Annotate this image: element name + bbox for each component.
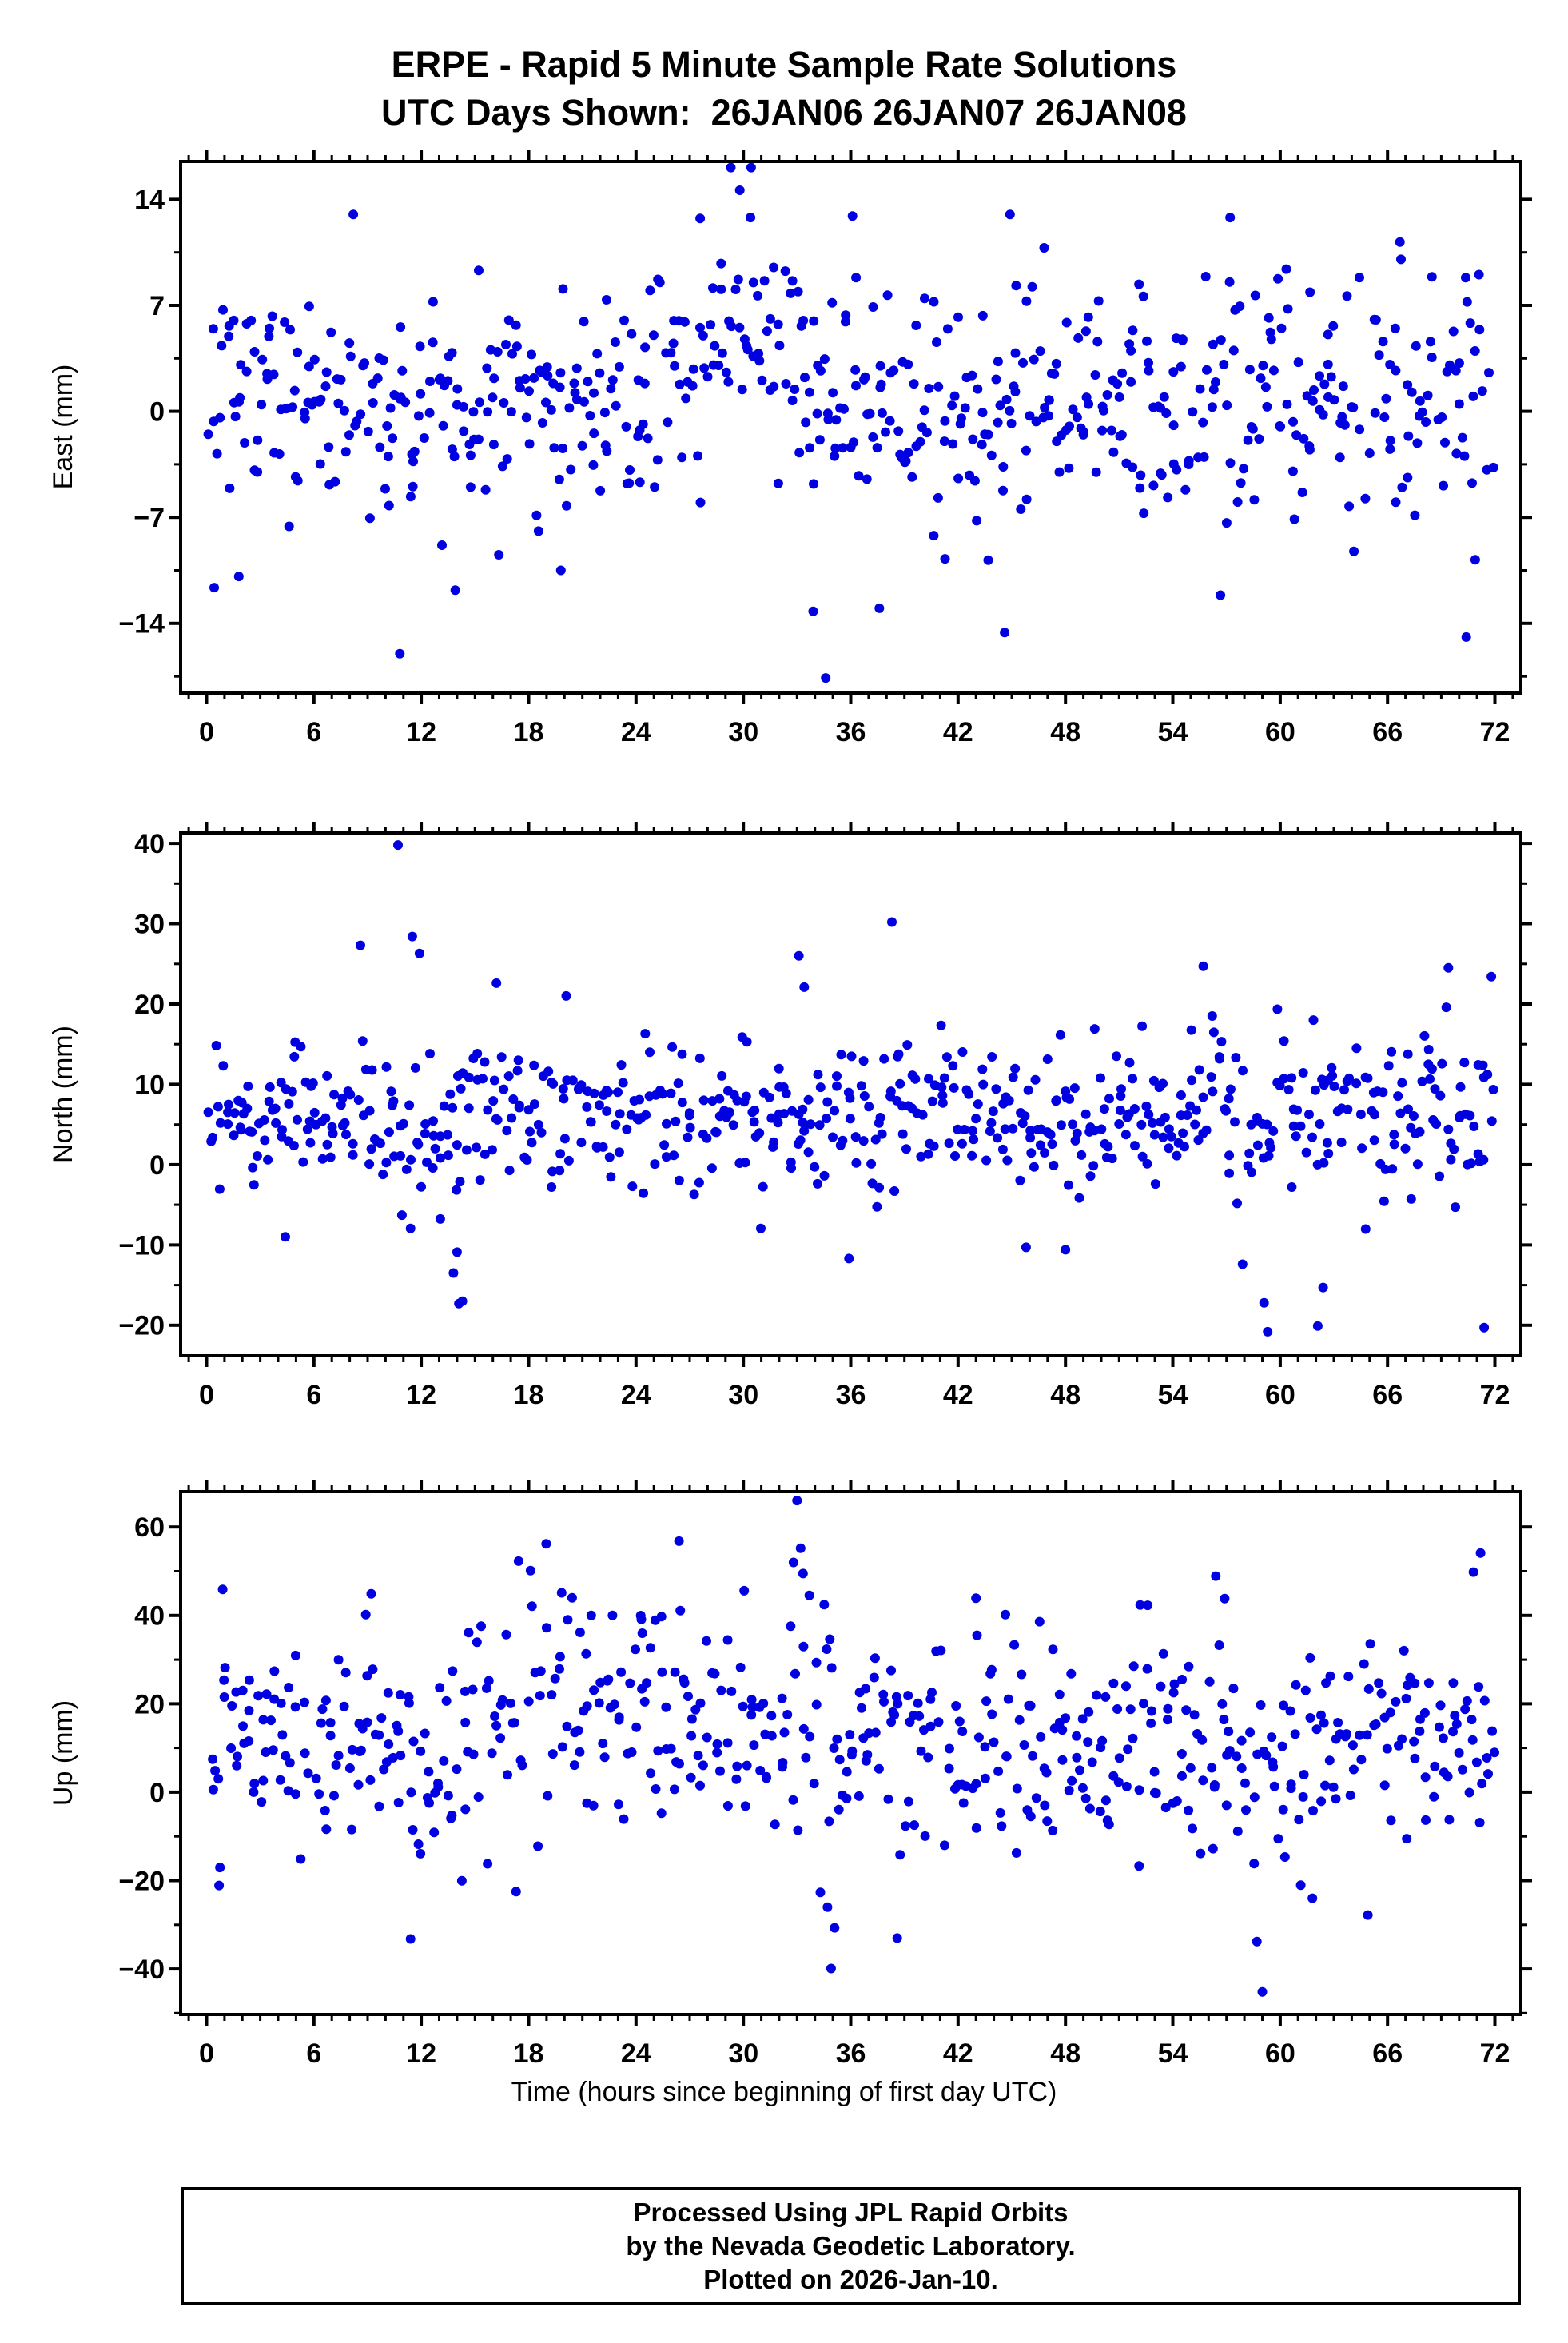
title-line-1: ERPE - Rapid 5 Minute Sample Rate Soluti… <box>391 44 1177 85</box>
x-tick-label: 18 <box>514 1380 544 1410</box>
x-tick-label: 36 <box>836 1380 866 1410</box>
scatter-points <box>203 840 1498 1337</box>
y-tick-labels: −40 −20 0 20 40 60 <box>118 1512 165 1985</box>
footer-line-1: Processed Using JPL Rapid Orbits <box>633 2198 1069 2227</box>
x-tick-label: 48 <box>1050 2038 1080 2069</box>
x-tick-label: 66 <box>1372 717 1403 747</box>
x-tick-label: 66 <box>1372 2038 1403 2069</box>
x-tick-label: 54 <box>1158 1380 1188 1410</box>
scatter-points <box>208 1496 1499 1997</box>
y-tick-label: 60 <box>134 1512 165 1543</box>
x-tick-label: 24 <box>621 1380 651 1410</box>
x-tick-label: 72 <box>1480 717 1510 747</box>
y-tick-label: 20 <box>134 1689 165 1719</box>
x-tick-label: 30 <box>728 717 758 747</box>
scatter-points <box>203 162 1498 683</box>
y-tick-label: 0 <box>149 1150 165 1181</box>
x-tick-label: 72 <box>1480 1380 1510 1410</box>
axis-ticks <box>169 822 1532 1367</box>
footer-line-2: by the Nevada Geodetic Laboratory. <box>626 2231 1076 2261</box>
axis-ticks <box>169 1480 1532 2026</box>
x-tick-label: 6 <box>306 717 321 747</box>
y-tick-label: 0 <box>149 397 165 428</box>
plot-frame <box>179 160 1522 695</box>
axis-ticks <box>169 150 1532 704</box>
y-tick-label: 0 <box>149 1778 165 1808</box>
x-tick-labels: 0 6 12 18 24 30 36 42 48 54 60 66 72 <box>199 1380 1510 1410</box>
y-tick-labels: −20 −10 0 10 20 30 40 <box>118 829 165 1341</box>
x-tick-label: 6 <box>306 1380 321 1410</box>
x-tick-label: 6 <box>306 2038 321 2069</box>
y-tick-label: −10 <box>118 1230 165 1261</box>
x-tick-label: 0 <box>199 717 214 747</box>
title-line-2: UTC Days Shown: 26JAN06 26JAN07 26JAN08 <box>381 92 1187 133</box>
x-tick-labels: 0 6 12 18 24 30 36 42 48 54 60 66 72 <box>199 717 1510 747</box>
x-tick-label: 24 <box>621 717 651 747</box>
x-tick-label: 60 <box>1265 1380 1295 1410</box>
x-tick-label: 60 <box>1265 2038 1295 2069</box>
y-tick-label: −14 <box>118 609 165 640</box>
x-tick-label: 42 <box>943 1380 973 1410</box>
x-tick-label: 12 <box>406 1380 436 1410</box>
y-tick-label: 40 <box>134 1601 165 1632</box>
y-tick-label: −40 <box>118 1954 165 1985</box>
x-tick-label: 66 <box>1372 1380 1403 1410</box>
y-tick-labels: −14 −7 0 7 14 <box>118 185 165 639</box>
north-plot: 0 6 12 18 24 30 36 42 48 54 60 66 72 −20 −10 0 10 20 30 40 <box>118 822 1532 1410</box>
y-tick-label: 20 <box>134 990 165 1020</box>
footer-box: Processed Using JPL Rapid Orbits by the … <box>181 2187 1521 2305</box>
y-tick-label: 14 <box>134 185 165 215</box>
x-tick-label: 36 <box>836 2038 866 2069</box>
y-tick-label: −7 <box>133 503 165 533</box>
y-tick-label: −20 <box>118 1866 165 1896</box>
x-tick-label: 42 <box>943 2038 973 2069</box>
east-plot: 0 6 12 18 24 30 36 42 48 54 60 66 72 −14 −7 0 7 14 <box>118 150 1532 747</box>
x-tick-label: 48 <box>1050 717 1080 747</box>
x-tick-label: 30 <box>728 2038 758 2069</box>
y-tick-label: 30 <box>134 909 165 939</box>
x-tick-label: 54 <box>1158 2038 1188 2069</box>
x-tick-labels: 0 6 12 18 24 30 36 42 48 54 60 66 72 <box>199 2038 1510 2069</box>
x-tick-label: 24 <box>621 2038 651 2069</box>
x-tick-label: 12 <box>406 717 436 747</box>
x-tick-label: 18 <box>514 2038 544 2069</box>
x-tick-label: 18 <box>514 717 544 747</box>
footer-line-3: Plotted on 2026-Jan-10. <box>703 2265 998 2294</box>
x-tick-label: 12 <box>406 2038 436 2069</box>
x-tick-label: 72 <box>1480 2038 1510 2069</box>
x-tick-label: 0 <box>199 2038 214 2069</box>
up-plot: 0 6 12 18 24 30 36 42 48 54 60 66 72 −40 −20 0 20 40 60 <box>118 1480 1532 2069</box>
y-tick-label: 10 <box>134 1070 165 1100</box>
figure-title: ERPE - Rapid 5 Minute Sample Rate Soluti… <box>0 41 1568 137</box>
x-tick-label: 48 <box>1050 1380 1080 1410</box>
x-axis-label: Time (hours since beginning of first day… <box>511 2077 1057 2107</box>
x-tick-label: 36 <box>836 717 866 747</box>
x-tick-label: 60 <box>1265 717 1295 747</box>
y-tick-label: 40 <box>134 829 165 859</box>
y-tick-label: 7 <box>149 291 165 321</box>
x-tick-label: 42 <box>943 717 973 747</box>
y-tick-label: −20 <box>118 1311 165 1341</box>
x-tick-label: 54 <box>1158 717 1188 747</box>
x-tick-label: 0 <box>199 1380 214 1410</box>
x-tick-label: 30 <box>728 1380 758 1410</box>
